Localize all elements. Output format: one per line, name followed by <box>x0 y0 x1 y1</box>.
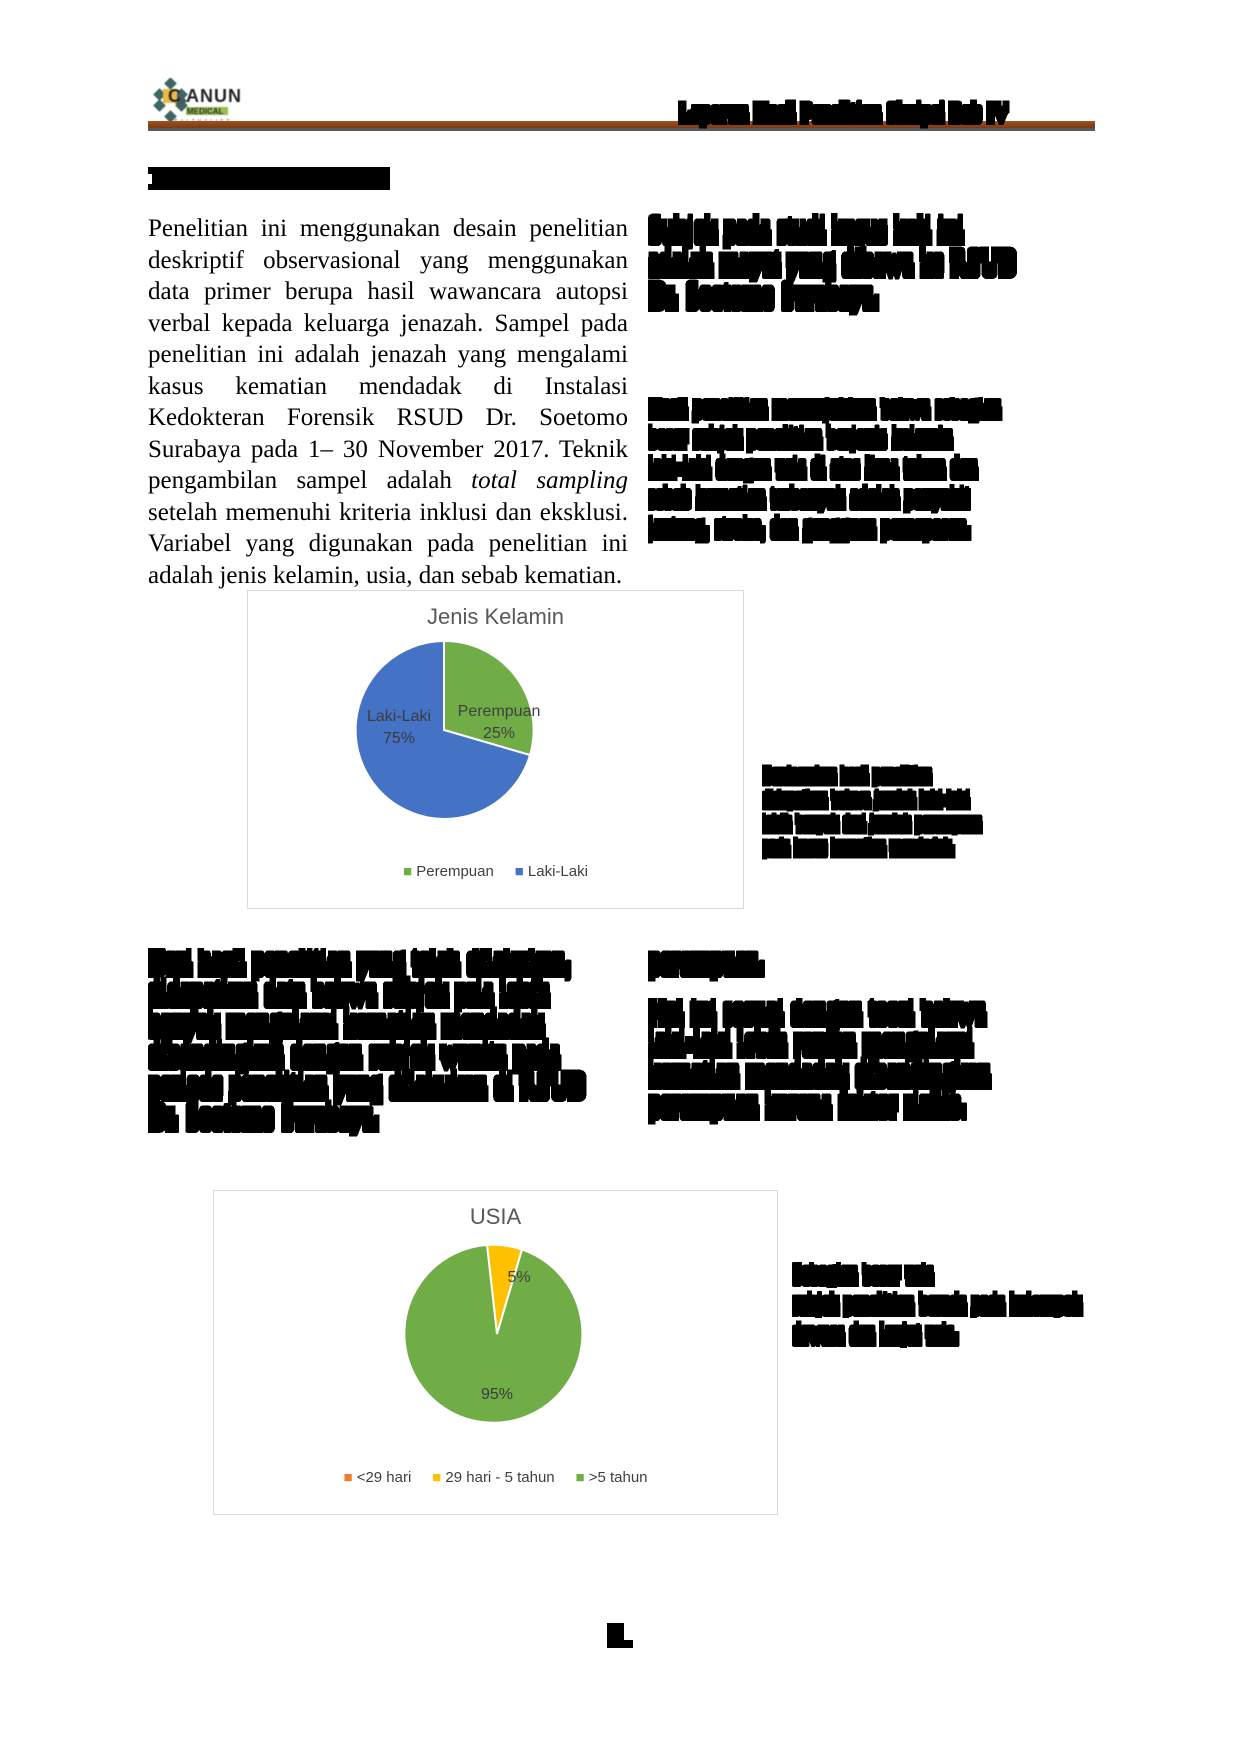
svg-text:C: C <box>168 86 181 106</box>
svg-text:subjek penelitian berada pada: subjek penelitian berada pada kelompok <box>792 1294 1082 1314</box>
svg-text:Hasil penelitian menunjukkan b: Hasil penelitian menunjukkan bahwa sebag… <box>648 398 1002 419</box>
svg-text:75%: 75% <box>383 730 415 747</box>
svg-text:Hal ini sesuai dengan teori ba: Hal ini sesuai dengan teori bahwa <box>648 999 986 1026</box>
svg-text:Dr. Soetomo Surabaya.: Dr. Soetomo Surabaya. <box>648 283 880 310</box>
svg-text:jantung, stroke, dan gangguan: jantung, stroke, dan gangguan pernapasan… <box>648 518 971 539</box>
svg-text:ANUN: ANUN <box>186 86 242 106</box>
svg-text:Dr. Soetomo Surabaya.: Dr. Soetomo Surabaya. <box>148 1104 380 1131</box>
svg-text:dewasa dan lanjut usia.: dewasa dan lanjut usia. <box>792 1324 959 1344</box>
svg-text:periode penelitian yang dilaku: periode penelitian yang dilakukan di RSU… <box>148 1073 586 1100</box>
svg-text:Berdasarkan hasil penelitian: Berdasarkan hasil penelitian <box>762 768 932 784</box>
svg-text:Laporan Hasil Penelitian Skrip: Laporan Hasil Penelitian Skripsi Bab IV <box>678 103 1008 124</box>
svg-text:laki-laki lebih rentan mengala: laki-laki lebih rentan mengalami <box>648 1030 974 1057</box>
svg-text:perempuan.: perempuan. <box>648 949 765 976</box>
svg-text:perempuan karena faktor risiko: perempuan karena faktor risiko. <box>648 1092 967 1119</box>
svg-text:kematian mendadak dibandingkan: kematian mendadak dibandingkan <box>648 1061 991 1088</box>
svg-text:Laki-Laki: Laki-Laki <box>367 708 431 725</box>
svg-text:95%: 95% <box>481 1386 513 1403</box>
svg-text:Subjek pada studi kasus kali i: Subjek pada studi kasus kali ini <box>648 217 964 244</box>
svg-text:laki-laki dengan usia di atas: laki-laki dengan usia di atas lima tahun… <box>648 458 978 479</box>
svg-text:didapatkan data bahwa subjek p: didapatkan data bahwa subjek pria lebih <box>148 980 550 1007</box>
svg-text:sebab kematian terbanyak adala: sebab kematian terbanyak adalah penyakit <box>648 488 971 509</box>
svg-text:didapatkan bahwa jumlah laki-l: didapatkan bahwa jumlah laki-laki <box>762 792 970 808</box>
svg-text:25%: 25% <box>483 725 515 742</box>
svg-text:besar subjek penelitian berjen: besar subjek penelitian berjenis kelamin <box>648 428 953 449</box>
svg-text:MEDICAL: MEDICAL <box>187 107 224 116</box>
svg-text:dibandingkan dengan subjek wan: dibandingkan dengan subjek wanita pada <box>148 1042 560 1069</box>
svg-text:pada kasus kematian mendadak.: pada kasus kematian mendadak. <box>762 840 955 856</box>
svg-text:lebih banyak dari jumlah perem: lebih banyak dari jumlah perempuan <box>762 816 982 832</box>
svg-text:Dari hasil penelitian yang tel: Dari hasil penelitian yang telah dilakuk… <box>148 949 571 976</box>
svg-text:5%: 5% <box>507 1269 530 1286</box>
svg-text:adalah mayat yang dibawa ke RS: adalah mayat yang dibawa ke RSUD <box>648 250 1017 277</box>
svg-text:Sebagian besar usia: Sebagian besar usia <box>792 1264 934 1284</box>
svg-text:banyak mengalami kematian mend: banyak mengalami kematian mendadak <box>148 1011 545 1038</box>
svg-text:Perempuan: Perempuan <box>458 703 541 720</box>
